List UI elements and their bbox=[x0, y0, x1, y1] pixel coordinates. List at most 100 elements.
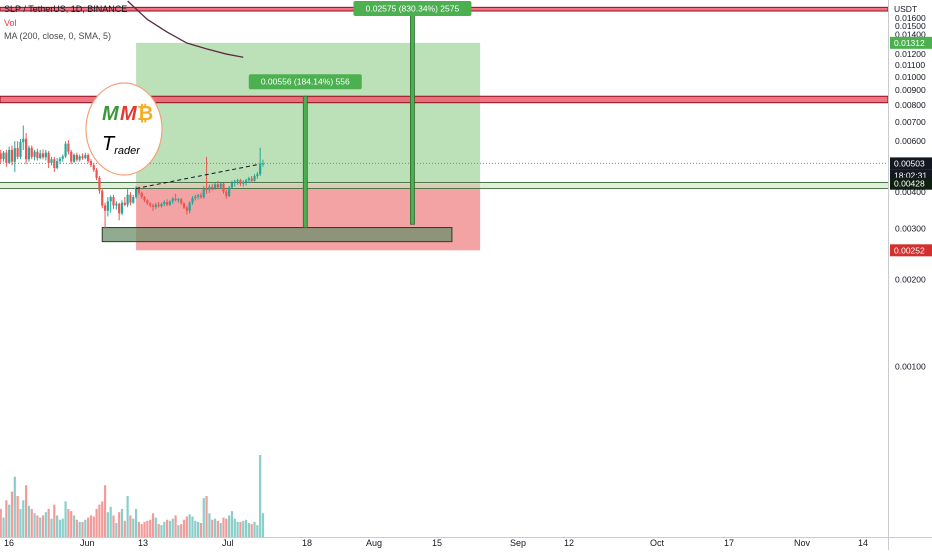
volume-bar bbox=[126, 496, 129, 537]
volume-bar bbox=[112, 515, 115, 537]
candle bbox=[174, 198, 177, 200]
candle bbox=[61, 156, 64, 159]
candle bbox=[149, 203, 152, 206]
volume-indicator-label[interactable]: Vol bbox=[4, 18, 17, 28]
volume-bar bbox=[208, 513, 211, 537]
volume-bar bbox=[30, 508, 33, 537]
x-tick-label: Nov bbox=[794, 538, 811, 548]
candle bbox=[228, 187, 231, 197]
x-tick-label: 13 bbox=[138, 538, 148, 548]
candle bbox=[30, 147, 33, 157]
y-tick-label: 0.01000 bbox=[895, 72, 926, 82]
x-tick-label: 16 bbox=[4, 538, 14, 548]
candle bbox=[41, 153, 45, 158]
entry-price-label: 0.00428 bbox=[894, 179, 925, 189]
volume-bar bbox=[188, 514, 191, 537]
candle bbox=[115, 203, 118, 206]
volume-bar bbox=[78, 521, 81, 537]
ma200-line bbox=[127, 0, 244, 58]
candle bbox=[98, 177, 101, 191]
volume-bar bbox=[41, 515, 45, 537]
volume-bar bbox=[211, 519, 214, 537]
volume-bar bbox=[115, 522, 118, 537]
volume-bar bbox=[151, 513, 155, 537]
countdown-price-label: 18:02:31 bbox=[894, 170, 927, 180]
candle bbox=[56, 161, 59, 168]
volume-bar bbox=[44, 512, 47, 537]
volume-bar bbox=[25, 485, 28, 537]
stop-price-label: 0.00252 bbox=[894, 245, 925, 255]
y-tick-label: 0.00400 bbox=[895, 187, 926, 197]
volume-bar bbox=[174, 515, 177, 537]
candle bbox=[10, 149, 14, 162]
candle bbox=[137, 188, 140, 193]
candle bbox=[143, 197, 146, 201]
volume-bar bbox=[87, 517, 90, 537]
volume-bar bbox=[205, 496, 208, 537]
y-tick-label: 0.00600 bbox=[895, 136, 926, 146]
volume-bar bbox=[101, 501, 104, 537]
volume-bar bbox=[95, 508, 98, 537]
candle bbox=[208, 186, 211, 190]
candle bbox=[194, 196, 197, 199]
logo-word: Trader bbox=[102, 133, 141, 157]
volume-bar bbox=[27, 505, 31, 537]
candle bbox=[106, 201, 109, 211]
volume-bar bbox=[123, 520, 126, 537]
volume-bar bbox=[47, 508, 50, 537]
target-bar-2 bbox=[410, 7, 415, 225]
y-tick-label: 0.01600 bbox=[895, 13, 926, 23]
candle bbox=[58, 158, 62, 162]
y-tick-label: 0.00900 bbox=[895, 85, 926, 95]
x-tick-label: 12 bbox=[564, 538, 574, 548]
volume-bar bbox=[118, 512, 121, 537]
volume-bar bbox=[222, 517, 225, 537]
volume-bar bbox=[56, 515, 59, 537]
candle bbox=[253, 176, 256, 181]
candle bbox=[216, 184, 219, 188]
moving-average-label[interactable]: MA (200, close, 0, SMA, 5) bbox=[4, 31, 112, 41]
volume-bar bbox=[70, 511, 73, 537]
candle bbox=[259, 163, 262, 175]
candle bbox=[13, 148, 16, 162]
candle bbox=[8, 149, 11, 163]
candle bbox=[39, 153, 42, 159]
mmb-trader-logo: M M ₿ Trader bbox=[85, 82, 163, 176]
candle bbox=[171, 198, 174, 202]
volume-bar bbox=[84, 519, 87, 537]
x-tick-label: Aug bbox=[366, 538, 382, 548]
candle bbox=[84, 154, 87, 159]
candle bbox=[95, 169, 98, 178]
candle bbox=[199, 195, 203, 198]
axis-title: USDT bbox=[894, 4, 917, 14]
candle bbox=[126, 194, 129, 205]
y-tick-label: 0.00800 bbox=[895, 100, 926, 110]
volume-bar bbox=[194, 520, 197, 537]
target-bar-1 bbox=[302, 95, 308, 228]
candle bbox=[140, 192, 143, 198]
candle bbox=[239, 180, 242, 184]
volume-bar bbox=[64, 501, 67, 537]
volume-bar bbox=[33, 513, 36, 537]
candle bbox=[16, 148, 19, 157]
candle bbox=[5, 152, 8, 163]
volume-bar bbox=[261, 513, 265, 537]
candle bbox=[182, 203, 186, 208]
volume-bar bbox=[81, 521, 84, 537]
x-tick-label: 17 bbox=[724, 538, 734, 548]
volume-bar bbox=[197, 521, 200, 537]
volume-bar bbox=[233, 518, 236, 537]
volume-bar bbox=[180, 524, 183, 537]
volume-bar bbox=[2, 517, 5, 537]
volume-bar bbox=[244, 519, 248, 537]
candle bbox=[101, 190, 104, 206]
volume-bar bbox=[61, 518, 64, 537]
candle bbox=[44, 152, 47, 158]
candle bbox=[92, 165, 95, 170]
candle bbox=[19, 142, 22, 157]
y-tick-label: 0.00100 bbox=[895, 362, 926, 372]
candle bbox=[244, 180, 248, 182]
candle bbox=[211, 186, 214, 189]
